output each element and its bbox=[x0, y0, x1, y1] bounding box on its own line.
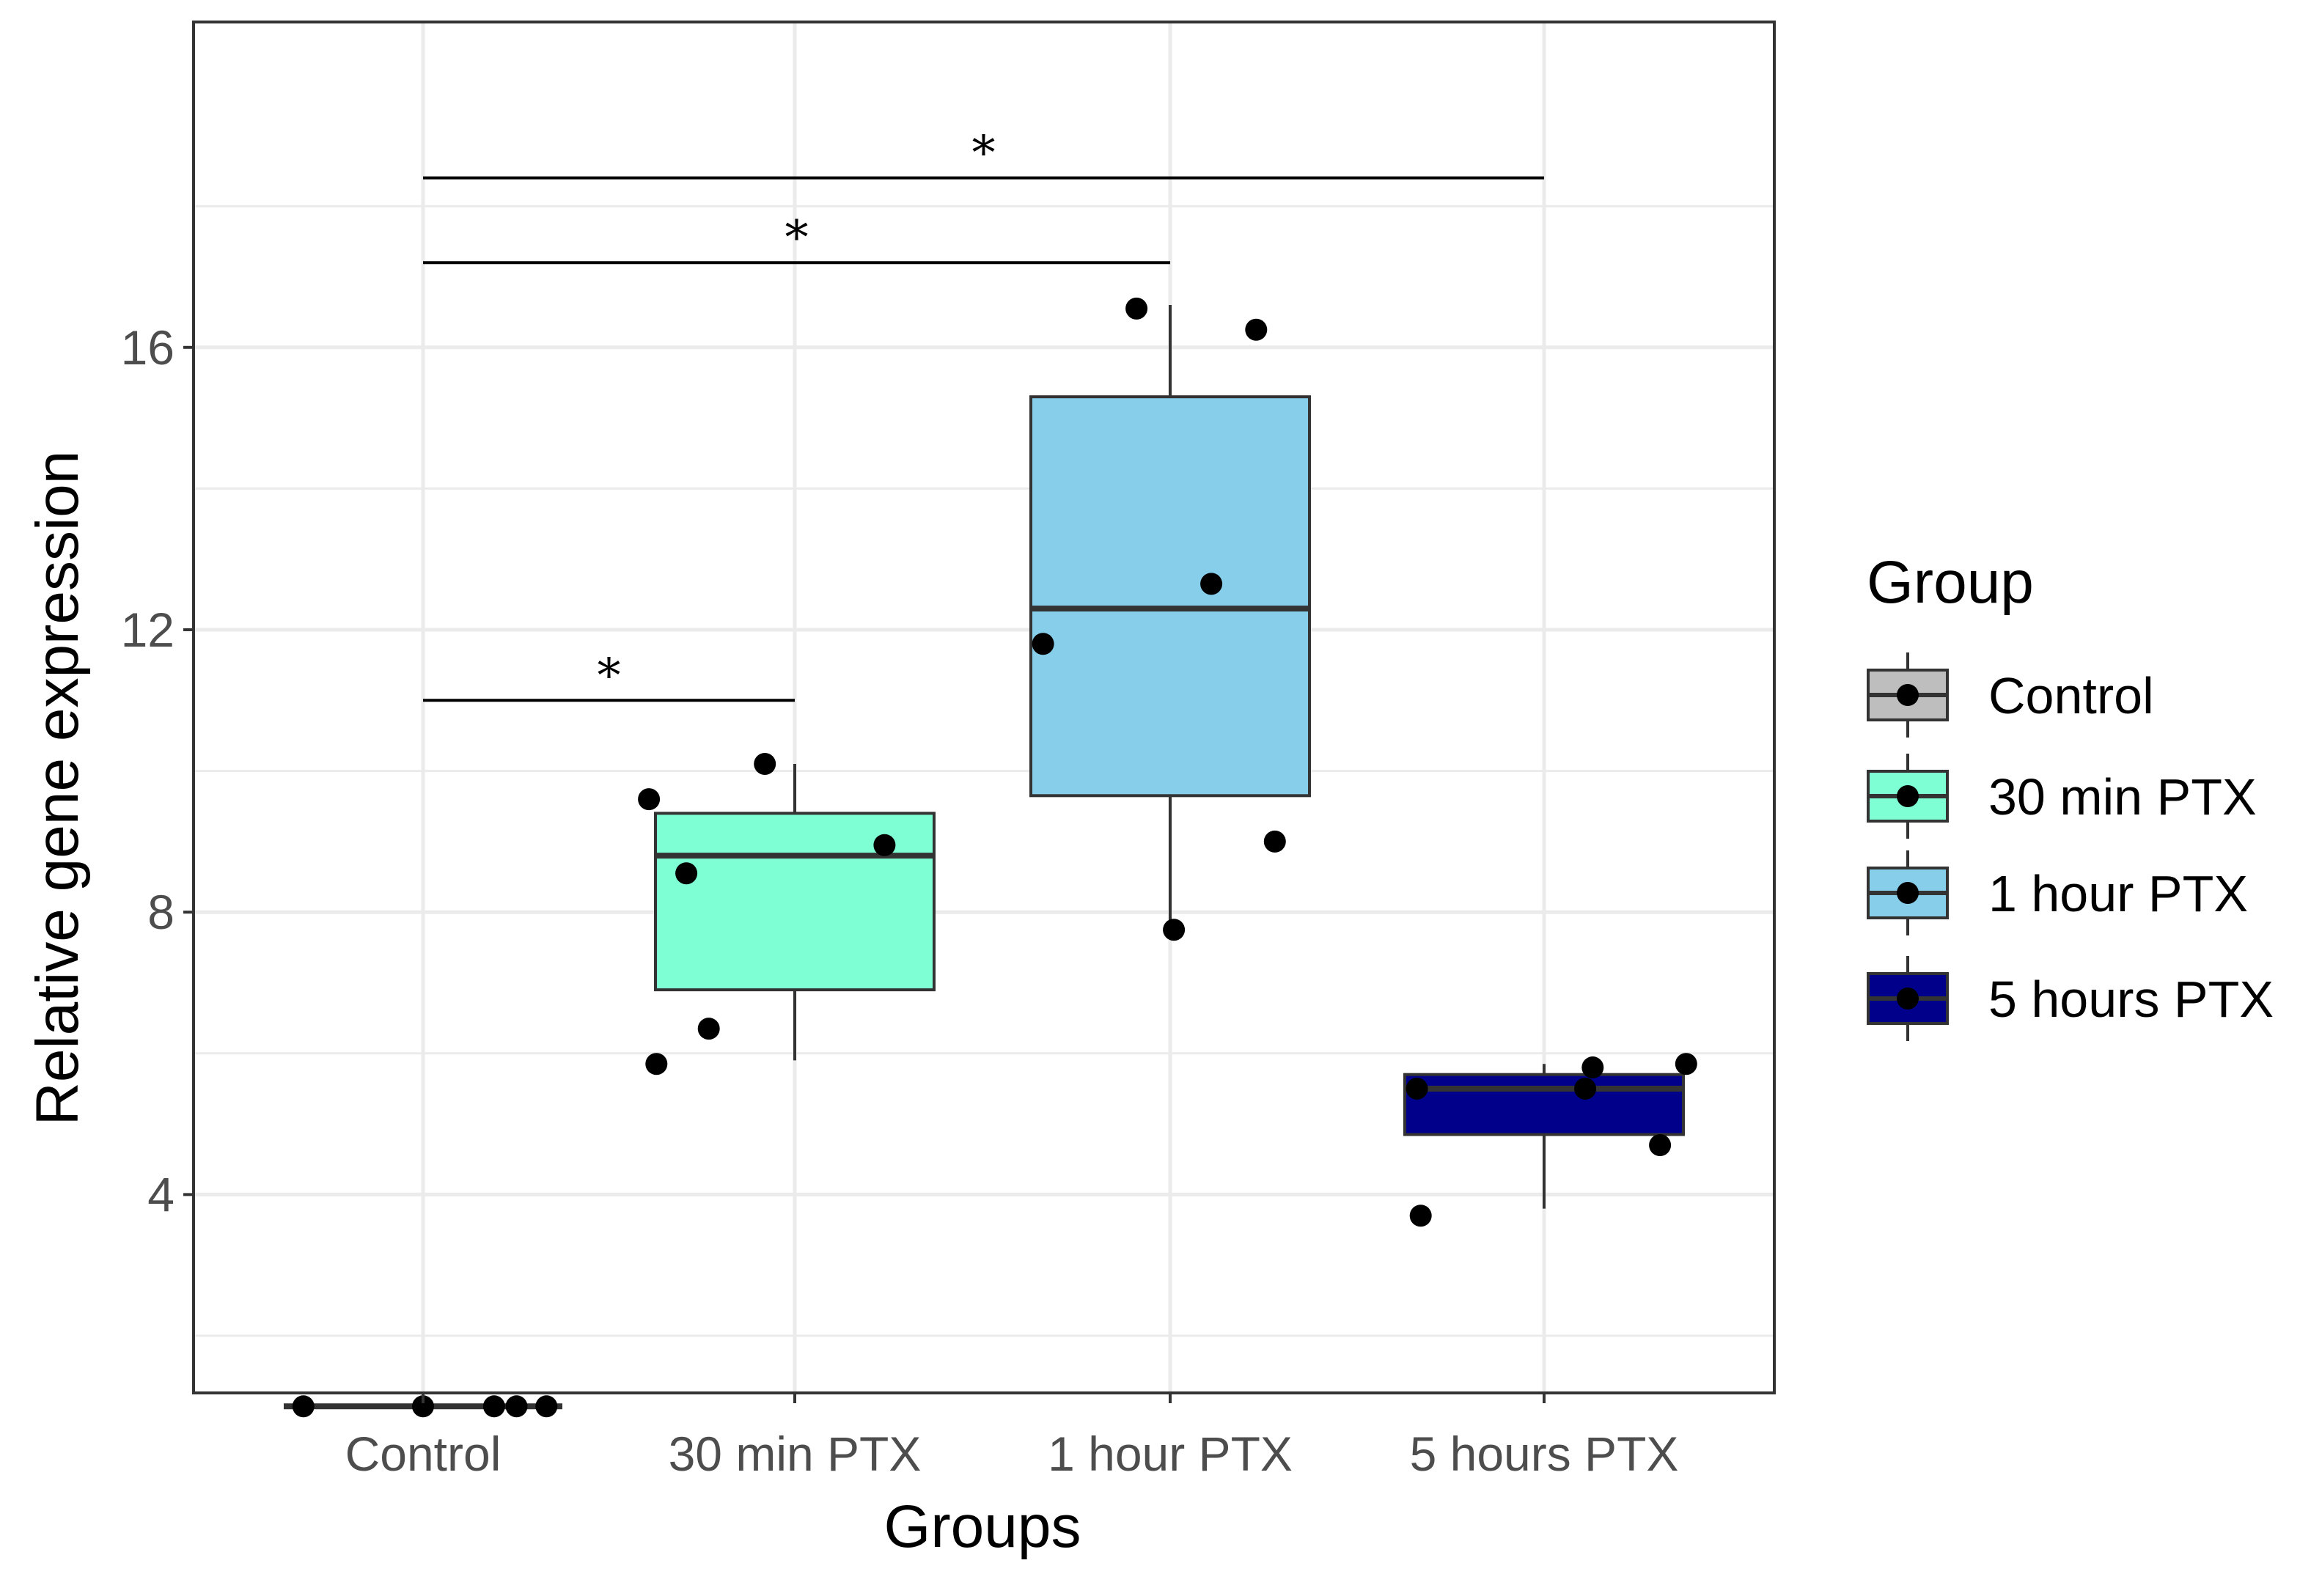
data-point bbox=[292, 1395, 315, 1418]
legend-label: Control bbox=[1988, 667, 2154, 724]
data-point bbox=[697, 1018, 720, 1040]
plot-panel-border bbox=[192, 21, 1776, 1394]
data-point bbox=[1163, 919, 1186, 941]
data-point bbox=[1125, 297, 1148, 320]
data-point bbox=[1245, 318, 1268, 341]
data-point bbox=[1649, 1133, 1672, 1156]
y-tick-label: 12 bbox=[121, 603, 174, 657]
legend-key-point bbox=[1897, 684, 1919, 706]
data-point bbox=[873, 834, 896, 856]
data-point bbox=[645, 1053, 668, 1075]
data-point bbox=[754, 752, 776, 775]
legend-key-point bbox=[1897, 988, 1919, 1010]
x-tick-label: 5 hours PTX bbox=[1410, 1427, 1679, 1481]
x-axis: Control 30 min PTX 1 hour PTX 5 hours PTX bbox=[345, 1393, 1679, 1481]
y-tick-label: 16 bbox=[121, 320, 174, 375]
legend-label: 5 hours PTX bbox=[1988, 971, 2274, 1028]
legend-key-point bbox=[1897, 882, 1919, 904]
x-tick-label: 1 hour PTX bbox=[1048, 1427, 1293, 1481]
data-point bbox=[535, 1395, 558, 1418]
legend: Group Control 30 min PTX 1 hour PTX 5 hours… bbox=[1867, 549, 2274, 1041]
data-point bbox=[1675, 1053, 1697, 1075]
data-points bbox=[292, 297, 1697, 1418]
data-point bbox=[505, 1395, 528, 1418]
legend-item: 5 hours PTX bbox=[1867, 956, 2274, 1041]
box bbox=[1029, 395, 1311, 798]
box-group bbox=[1029, 305, 1311, 930]
significance-annotations: * * * bbox=[423, 127, 1544, 703]
data-point bbox=[1032, 633, 1054, 655]
significance-star: * bbox=[972, 127, 996, 181]
legend-item: 1 hour PTX bbox=[1867, 850, 2248, 935]
significance-star: * bbox=[785, 211, 809, 265]
legend-item: Control bbox=[1867, 652, 2154, 738]
box bbox=[1403, 1073, 1685, 1136]
legend-label: 30 min PTX bbox=[1988, 768, 2257, 825]
data-point bbox=[1574, 1077, 1597, 1100]
legend-item: 30 min PTX bbox=[1867, 754, 2257, 839]
data-point bbox=[482, 1395, 505, 1418]
y-axis-title: Relative gene expression bbox=[24, 451, 91, 1126]
x-axis-title: Groups bbox=[884, 1493, 1081, 1560]
data-point bbox=[638, 788, 661, 811]
data-point bbox=[1581, 1056, 1604, 1079]
x-tick-label: Control bbox=[345, 1427, 501, 1481]
x-tick-label: 30 min PTX bbox=[669, 1427, 922, 1481]
y-tick-label: 4 bbox=[147, 1167, 174, 1221]
box-group bbox=[1403, 1064, 1685, 1209]
data-point bbox=[1263, 830, 1286, 853]
legend-title: Group bbox=[1867, 549, 2034, 616]
data-point bbox=[1200, 573, 1223, 595]
y-tick-label: 8 bbox=[147, 885, 174, 939]
data-point bbox=[1409, 1205, 1432, 1227]
legend-key-point bbox=[1897, 785, 1919, 807]
legend-label: 1 hour PTX bbox=[1988, 865, 2248, 922]
significance-star: * bbox=[598, 649, 621, 703]
data-point bbox=[675, 862, 698, 885]
data-point bbox=[1406, 1077, 1428, 1100]
data-point bbox=[412, 1395, 434, 1418]
y-axis: 4 8 12 16 bbox=[121, 320, 194, 1221]
